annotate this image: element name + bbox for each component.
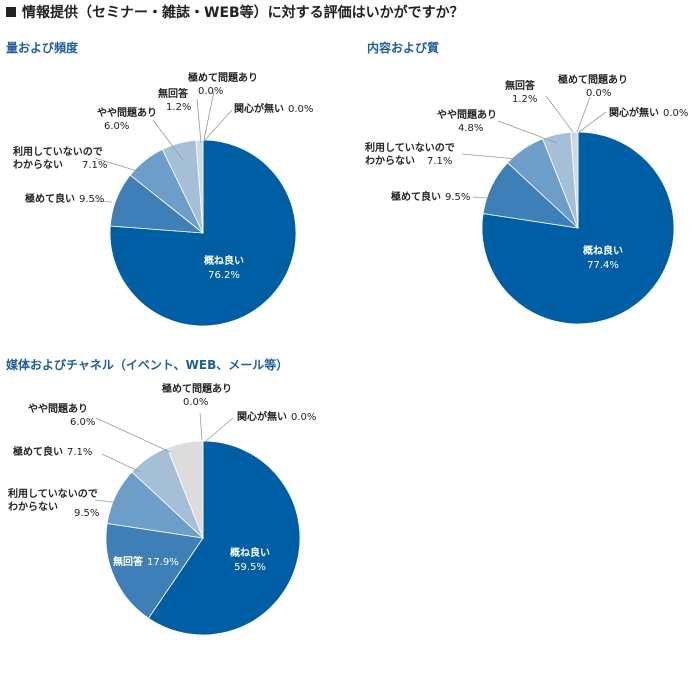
leader-line bbox=[94, 499, 129, 505]
pie-slice bbox=[195, 139, 204, 234]
leader-line bbox=[94, 157, 151, 176]
slice-value: 6.0% bbox=[70, 417, 95, 428]
slice-label: 極めて問題あり bbox=[162, 382, 232, 395]
slice-label: 無回答 bbox=[505, 79, 536, 92]
slice-label: 極めて良い 7.1% bbox=[13, 445, 92, 458]
slice-label: やや問題あり bbox=[28, 402, 88, 415]
slice-label: わからない bbox=[13, 159, 63, 171]
slice-value: 7.1% bbox=[427, 156, 452, 167]
slice-label: 関心が無い 0.0% bbox=[609, 106, 688, 119]
page-title-text: 情報提供（セミナー・雑誌・WEB等）に対する評価はいかがですか？ bbox=[22, 5, 464, 21]
leader-line bbox=[199, 412, 203, 441]
leader-line bbox=[152, 119, 184, 161]
slice-label: 極めて問題あり bbox=[558, 73, 628, 86]
slice-label: 無回答 17.9% bbox=[113, 555, 179, 568]
slice-label: 概ね良い bbox=[204, 254, 244, 267]
slice-label: 無回答 bbox=[158, 87, 189, 100]
slice-label: 極めて良い 9.5% bbox=[391, 190, 470, 203]
leader-line bbox=[545, 95, 574, 133]
leader-line bbox=[101, 453, 141, 473]
leader-line bbox=[205, 417, 234, 442]
slice-value: 59.5% bbox=[234, 562, 266, 573]
slice-label: やや問題あり bbox=[437, 108, 497, 121]
leader-line bbox=[196, 98, 202, 144]
slice-value: 77.4% bbox=[587, 260, 619, 271]
chart-title: 内容および質 bbox=[367, 40, 439, 55]
leader-line bbox=[203, 90, 215, 141]
slice-label: 関心が無い 0.0% bbox=[234, 102, 313, 115]
slice-label: 極めて良い 9.5% bbox=[25, 192, 104, 205]
leader-line bbox=[95, 417, 171, 453]
slice-value: 4.8% bbox=[458, 123, 483, 134]
slice-label: 利用していないので bbox=[8, 487, 98, 500]
pie-slice bbox=[166, 440, 204, 539]
pie-slice bbox=[109, 139, 297, 327]
slice-value: 1.2% bbox=[166, 102, 191, 113]
leader-line bbox=[576, 96, 591, 133]
slice-value: 76.2% bbox=[208, 270, 240, 281]
slice-value: 7.1% bbox=[82, 160, 107, 171]
slice-label: 概ね良い bbox=[230, 546, 270, 559]
leader-line bbox=[461, 153, 529, 161]
leader-line bbox=[497, 120, 558, 144]
slice-value: 0.0% bbox=[198, 86, 223, 97]
chart-title: 媒体およびチャネル（イベント、WEB、メール等） bbox=[6, 357, 288, 372]
slice-label: わからない bbox=[365, 155, 415, 167]
chart-title: 量および頻度 bbox=[6, 40, 79, 55]
pie-slice bbox=[570, 131, 579, 229]
square-bullet-icon bbox=[6, 7, 16, 17]
pie-slice bbox=[105, 522, 204, 619]
slice-value: 6.0% bbox=[104, 121, 129, 132]
leader-line bbox=[578, 111, 607, 133]
slice-label: 極めて問題あり bbox=[188, 71, 258, 84]
pie-slice bbox=[147, 440, 301, 636]
slice-label: 関心が無い 0.0% bbox=[237, 410, 316, 423]
leader-line bbox=[204, 109, 233, 141]
slice-label: わからない bbox=[8, 501, 58, 513]
slice-value: 9.5% bbox=[74, 508, 99, 519]
pie-slice bbox=[481, 131, 675, 325]
slice-label: 概ね良い bbox=[583, 244, 623, 257]
page-title: 情報提供（セミナー・雑誌・WEB等）に対する評価はいかがですか？ bbox=[6, 2, 464, 22]
pie-chart-3: 媒体およびチャネル（イベント、WEB、メール等） 概ね良い 59.5% 無回答 17.9… bbox=[6, 357, 316, 636]
slice-value: 1.2% bbox=[512, 94, 537, 105]
slice-value: 0.0% bbox=[586, 88, 611, 99]
slice-label: 利用していないので bbox=[365, 141, 455, 154]
slice-label: やや問題あり bbox=[97, 106, 157, 119]
slice-value: 0.0% bbox=[183, 397, 208, 408]
leader-line bbox=[472, 196, 489, 199]
slice-label: 利用していないので bbox=[13, 145, 103, 158]
leader-line bbox=[92, 200, 113, 203]
